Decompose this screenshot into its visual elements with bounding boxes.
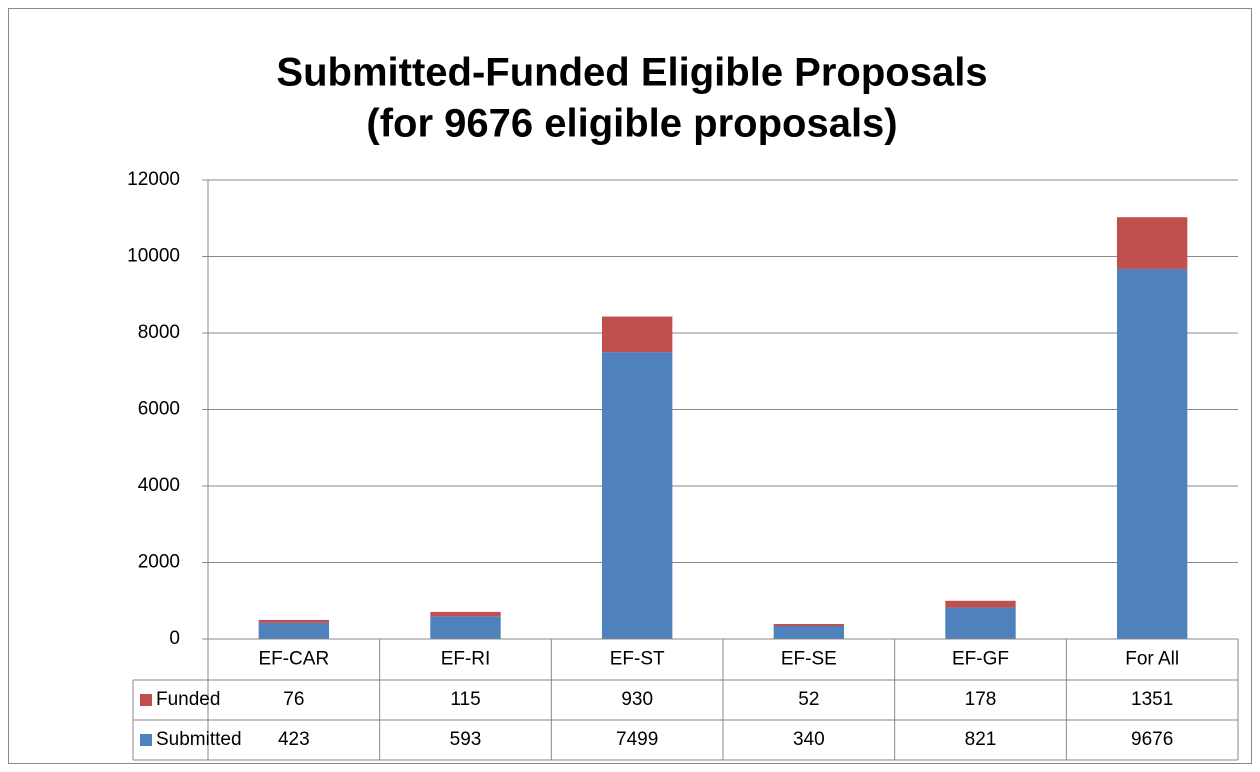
bar-segment [430,616,501,639]
bar-segment [601,352,673,639]
y-tick-label: 4000 [138,475,180,496]
table-value: 1351 [1131,689,1173,710]
legend-swatch [140,734,152,746]
bar-segment [258,619,330,623]
table-value: 76 [283,689,304,710]
x-tick-label: EF-GF [952,649,1009,670]
y-tick-label: 10000 [127,246,180,267]
table-value: 9676 [1131,729,1173,750]
bar-segment [430,611,501,617]
x-tick-label: EF-SE [781,649,837,670]
chart-title: Submitted-Funded Eligible Proposals [276,51,987,95]
y-tick-label: 0 [169,628,180,649]
legend-swatch [140,694,152,706]
legend-label: Funded [156,689,220,710]
y-tick-label: 8000 [138,322,180,343]
y-tick-label: 12000 [127,169,180,190]
table-value: 423 [278,729,310,750]
table-value: 178 [965,689,997,710]
bar-segment [258,622,330,639]
x-tick-label: EF-RI [441,649,491,670]
table-value: 930 [621,689,653,710]
bar-segment [1116,268,1188,639]
x-tick-label: For All [1125,649,1179,670]
table-value: 52 [798,689,819,710]
table-value: 340 [793,729,825,750]
table-value: 7499 [616,729,658,750]
x-tick-label: EF-CAR [258,649,329,670]
bar-segment [601,316,673,353]
x-tick-label: EF-ST [610,649,665,670]
chart-subtitle: (for 9676 eligible proposals) [366,102,897,146]
bar-segment [945,607,1016,639]
bar-segment [773,625,845,639]
legend-label: Submitted [156,729,242,750]
y-tick-label: 6000 [138,399,180,420]
table-value: 821 [965,729,997,750]
table-value: 593 [450,729,482,750]
y-tick-label: 2000 [138,552,180,573]
bar-segment [773,624,845,626]
bar-segment [1116,217,1188,269]
bar-segment [945,600,1016,608]
table-value: 115 [450,689,480,710]
